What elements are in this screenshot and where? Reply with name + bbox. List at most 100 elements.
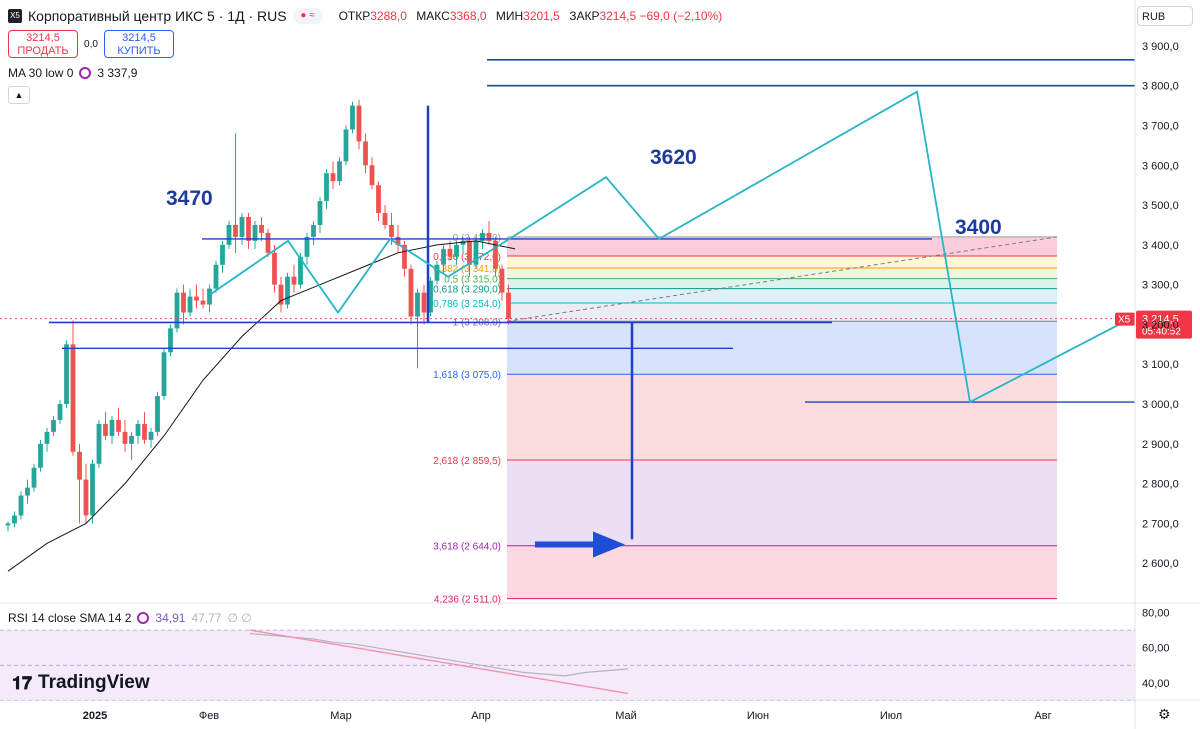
candle-body bbox=[278, 284, 284, 305]
brand-name: TradingView bbox=[38, 672, 150, 693]
price-tick-label: 2 900,0 bbox=[1142, 439, 1179, 451]
candle-body bbox=[415, 292, 420, 317]
time-tick-label: Май bbox=[615, 710, 637, 722]
candle-body bbox=[233, 224, 238, 237]
close-value: 3214,5 −69,0 (−2,10%) bbox=[599, 9, 723, 23]
candle-body bbox=[311, 224, 316, 237]
price-tick-label: 2 700,0 bbox=[1142, 518, 1179, 530]
price-tick-label: 3 900,0 bbox=[1142, 41, 1179, 53]
currency-selector[interactable]: RUB bbox=[1137, 6, 1193, 26]
ma-label: MA 30 low 0 bbox=[8, 66, 74, 80]
fibonacci-retracement: 0 (3 420,0)0,236 (3 372,0)0,382 (3 341,8… bbox=[433, 233, 1058, 606]
candle-body bbox=[226, 224, 232, 245]
candle-body bbox=[18, 495, 24, 516]
candle-body bbox=[473, 240, 479, 265]
buy-button[interactable]: 3214,5 КУПИТЬ bbox=[104, 30, 174, 58]
ma-legend[interactable]: MA 30 low 0 3 337,9 bbox=[8, 66, 137, 80]
candle-body bbox=[109, 419, 115, 436]
spread-value: 0,0 bbox=[84, 38, 98, 50]
candle-body bbox=[25, 487, 30, 496]
candle-body bbox=[155, 396, 160, 432]
fib-level-label: 0,5 (3 315,0) bbox=[444, 275, 501, 286]
candle-body bbox=[38, 443, 43, 468]
time-tick-label: 2025 bbox=[83, 710, 107, 722]
ticker-badge bbox=[1115, 312, 1135, 326]
fib-level-label: 2,618 (2 859,5) bbox=[433, 456, 501, 467]
candle-body bbox=[220, 244, 225, 265]
time-tick-label: Фев bbox=[199, 710, 219, 722]
tradingview-logo[interactable]: 𝟏𝟕 TradingView bbox=[12, 672, 150, 694]
candle-body bbox=[376, 185, 381, 214]
forecast-path bbox=[209, 90, 1124, 404]
candle-body bbox=[350, 105, 355, 130]
price-tick-label: 3 200,0 bbox=[1142, 319, 1179, 331]
chevron-up-icon[interactable]: ▲ bbox=[8, 86, 30, 104]
candle-body bbox=[363, 141, 368, 166]
close-label: ЗАКР bbox=[569, 9, 600, 23]
time-tick-label: Апр bbox=[471, 710, 490, 722]
fib-zone bbox=[507, 236, 1057, 257]
time-tick-label: Июл bbox=[880, 710, 902, 722]
candle-body bbox=[382, 213, 388, 225]
candle-body bbox=[324, 173, 329, 202]
candle-body bbox=[467, 240, 472, 265]
price-annotation: 3620 bbox=[650, 146, 697, 169]
rsi-extra: ∅ ∅ bbox=[227, 611, 252, 625]
candle-body bbox=[369, 165, 375, 186]
ticker-label: X5 bbox=[1118, 315, 1131, 326]
price-tick-label: 3 600,0 bbox=[1142, 160, 1179, 172]
candle-body bbox=[207, 288, 212, 305]
candle-body bbox=[252, 224, 258, 241]
candle-body bbox=[148, 431, 154, 440]
chart-header: X5 Корпоративный центр ИКС 5 · 1Д · RUS … bbox=[8, 6, 728, 26]
candle-body bbox=[168, 328, 173, 353]
rsi-line bbox=[249, 629, 629, 695]
buy-label: КУПИТЬ bbox=[117, 45, 161, 57]
candle-body bbox=[265, 232, 271, 253]
candle-body bbox=[83, 479, 89, 516]
price-tick-label: 3 000,0 bbox=[1142, 399, 1179, 411]
fib-level-label: 0,618 (3 290,0) bbox=[433, 285, 501, 296]
candle-body bbox=[441, 248, 446, 265]
buy-price: 3214,5 bbox=[122, 32, 156, 44]
price-tick-label: 2 600,0 bbox=[1142, 558, 1179, 570]
ma-settings-icon[interactable] bbox=[79, 67, 92, 79]
indicator-toggle[interactable]: ● ≈ bbox=[292, 8, 323, 24]
rsi-tick-label: 60,00 bbox=[1142, 643, 1170, 655]
candle-body bbox=[239, 217, 245, 237]
price-tick-label: 3 100,0 bbox=[1142, 359, 1179, 371]
countdown-label: 05:40:52 bbox=[1142, 327, 1181, 338]
price-tick-label: 2 800,0 bbox=[1142, 479, 1179, 491]
symbol-title[interactable]: Корпоративный центр ИКС 5 · 1Д · RUS bbox=[28, 8, 287, 24]
fib-level-label: 4,236 (2 511,0) bbox=[434, 595, 501, 606]
fib-zone bbox=[507, 256, 1057, 269]
candle-body bbox=[161, 352, 167, 397]
rsi-pane: 80,00 60,00 40,00 bbox=[0, 602, 1200, 701]
rsi-settings-icon[interactable] bbox=[137, 612, 150, 624]
fib-level-label: 0,786 (3 254,0) bbox=[433, 299, 501, 310]
candle-body bbox=[421, 292, 427, 313]
rsi-legend[interactable]: RSI 14 close SMA 14 2 34,91 47,77 ∅ ∅ bbox=[8, 611, 252, 625]
open-value: 3288,0 bbox=[370, 9, 407, 23]
time-axis: 2025 Фев Мар Апр Май Июн Июл Авг bbox=[0, 699, 1200, 722]
candle-body bbox=[272, 252, 277, 285]
candle-body bbox=[194, 296, 199, 301]
fib-level-label: 1,618 (3 075,0) bbox=[433, 370, 501, 381]
sell-button[interactable]: 3214,5 ПРОДАТЬ bbox=[8, 30, 78, 58]
candle-body bbox=[291, 276, 297, 285]
rsi-tick-label: 80,00 bbox=[1142, 608, 1170, 620]
candle-body bbox=[428, 280, 433, 313]
candle-body bbox=[44, 431, 50, 444]
candle-body bbox=[129, 435, 134, 444]
candle-body bbox=[259, 224, 264, 233]
candle-body bbox=[213, 264, 219, 289]
fib-level-label: 0,236 (3 372,0) bbox=[433, 252, 501, 263]
gear-icon[interactable]: ⚙ bbox=[1158, 706, 1171, 722]
candle-body bbox=[103, 423, 108, 436]
candle-body bbox=[200, 300, 206, 305]
open-label: ОТКР bbox=[338, 9, 371, 23]
tradingview-logo-icon: 𝟏𝟕 bbox=[12, 672, 33, 693]
candle-body bbox=[298, 256, 303, 285]
candle-body bbox=[460, 240, 466, 245]
